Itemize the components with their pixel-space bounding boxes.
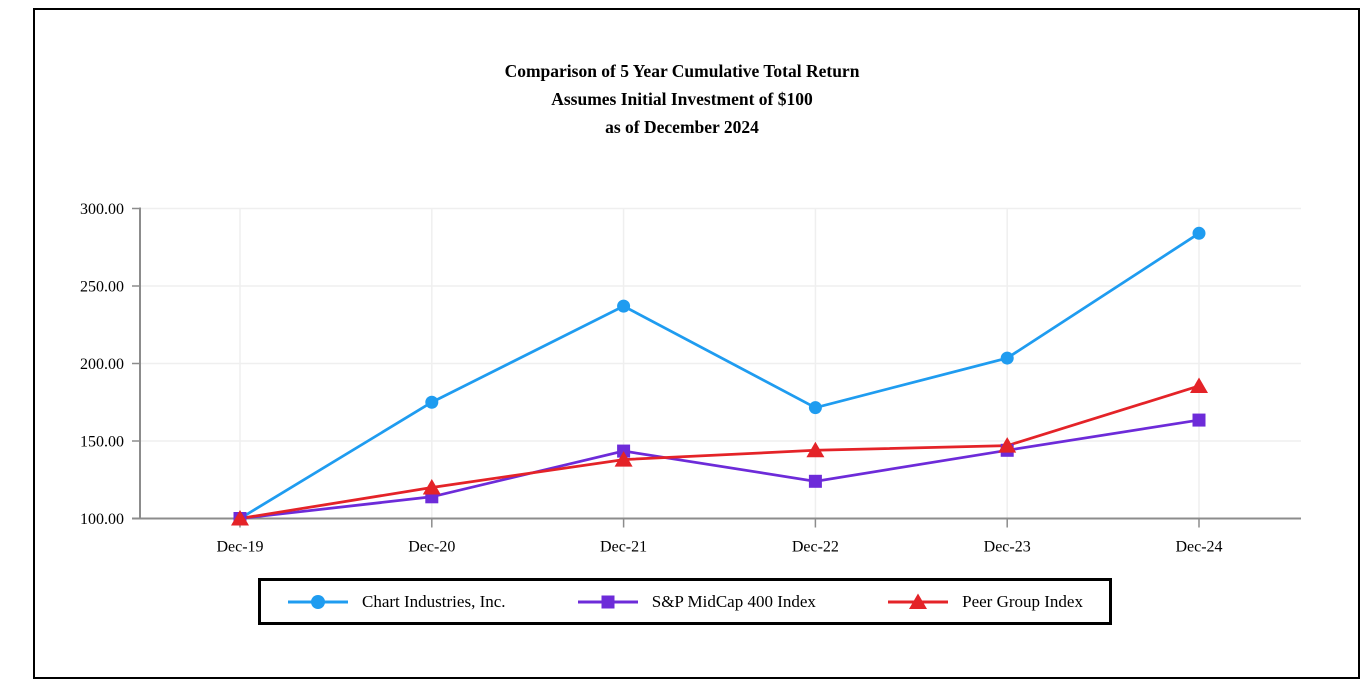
y-tick-label: 250.00	[80, 279, 124, 296]
x-tick-label: Dec-22	[792, 539, 839, 556]
square-marker	[808, 474, 822, 488]
legend-square	[601, 595, 615, 608]
y-tick-label: 300.00	[80, 201, 124, 218]
circle-marker	[617, 299, 631, 313]
square-marker	[1192, 413, 1206, 427]
legend-item-peer-group: Peer Group Index	[887, 592, 1083, 612]
legend-marker-square-icon	[577, 595, 638, 608]
chart-title-line3: as of December 2024	[605, 117, 759, 137]
square-marker	[617, 444, 631, 458]
triangle-marker	[422, 479, 441, 495]
series-line	[239, 418, 1200, 520]
triangle-marker	[806, 441, 825, 458]
x-tick-label: Dec-23	[984, 539, 1031, 556]
y-tick-label: 150.00	[80, 434, 124, 451]
series-line	[239, 384, 1200, 520]
triangle-marker	[231, 510, 249, 526]
legend-marker-triangle-icon	[888, 593, 949, 609]
chart-title-line1: Comparison of 5 Year Cumulative Total Re…	[504, 61, 860, 81]
chart-border-frame	[33, 8, 1360, 679]
circle-marker	[808, 401, 822, 415]
legend-label-sp-midcap-400: S&P MidCap 400 Index	[651, 591, 816, 611]
circle-marker	[1192, 226, 1206, 240]
legend-label-chart-industries: Chart Industries, Inc.	[362, 591, 506, 611]
legend-item-chart-industries: Chart Industries, Inc.	[287, 592, 506, 612]
circle-marker	[425, 395, 439, 409]
legend-triangle	[909, 593, 928, 609]
series-line	[239, 232, 1200, 520]
triangle-marker	[1190, 377, 1208, 393]
x-tick-label: Dec-20	[408, 539, 455, 556]
circle-marker	[1000, 351, 1014, 365]
y-tick-label: 100.00	[80, 511, 124, 528]
x-tick-label: Dec-24	[1175, 539, 1222, 556]
x-tick-label: Dec-21	[600, 539, 647, 556]
x-tick-label: Dec-19	[216, 539, 263, 556]
chart-title: Comparison of 5 Year Cumulative Total Re…	[0, 57, 1364, 141]
legend-marker-circle-icon	[288, 594, 348, 609]
legend-circle	[311, 594, 325, 609]
triangle-marker	[998, 437, 1017, 453]
chart-title-line2: Assumes Initial Investment of $100	[551, 89, 813, 109]
legend-label-peer-group: Peer Group Index	[962, 591, 1083, 611]
legend: Chart Industries, Inc. S&P MidCap 400 In…	[258, 578, 1112, 625]
triangle-marker	[614, 451, 633, 467]
y-tick-label: 200.00	[80, 356, 124, 373]
legend-item-sp-midcap-400: S&P MidCap 400 Index	[577, 592, 816, 612]
